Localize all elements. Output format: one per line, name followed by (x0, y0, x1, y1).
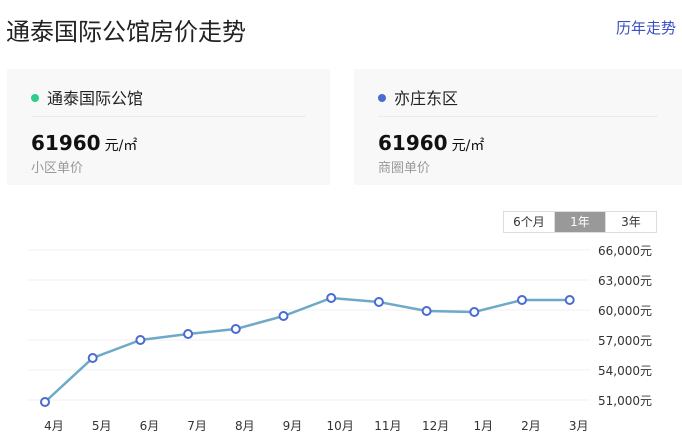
x-tick-label: 10月 (327, 419, 354, 433)
district-price: 61960 元/㎡ (378, 131, 484, 155)
data-point (373, 297, 384, 307)
x-tick-label: 2月 (521, 419, 541, 433)
x-tick-label: 7月 (187, 419, 207, 433)
x-tick-label: 11月 (374, 419, 401, 433)
community-price: 61960 元/㎡ (31, 131, 137, 155)
x-tick-label: 9月 (283, 419, 303, 433)
data-point (40, 397, 50, 407)
data-point (278, 311, 289, 321)
y-tick-label: 66,000元 (598, 244, 652, 258)
data-point (326, 293, 337, 303)
x-tick-label: 12月 (422, 419, 449, 433)
range-6-months[interactable]: 6个月 (513, 215, 545, 229)
district-price-card: 亦庄东区 61960 元/㎡ 商圈单价 (354, 69, 682, 185)
x-tick-label: 1月 (473, 419, 493, 433)
district-name-text: 亦庄东区 (394, 89, 459, 108)
range-3-years[interactable]: 3年 (605, 212, 656, 232)
divider (378, 116, 658, 117)
y-tick-label: 63,000元 (598, 274, 652, 288)
x-tick-label: 5月 (92, 419, 112, 433)
range-1-year[interactable]: 1年 (554, 212, 605, 232)
y-tick-label: 60,000元 (598, 304, 652, 318)
data-point (183, 329, 194, 339)
data-point (87, 353, 98, 363)
x-tick-label: 6月 (140, 419, 160, 433)
time-range-selector: 6个月 1年 3年 (503, 211, 657, 233)
legend-dot-icon (378, 93, 386, 102)
divider (31, 116, 306, 117)
data-point (230, 324, 241, 334)
legend-dot-icon (31, 93, 39, 102)
district-price-label: 商圈单价 (378, 161, 431, 176)
price-unit: 元/㎡ (104, 138, 138, 154)
community-name: 通泰国际公馆 (31, 85, 143, 109)
price-value: 61960 (378, 131, 448, 155)
y-tick-label: 54,000元 (598, 364, 652, 378)
community-price-label: 小区单价 (31, 161, 84, 176)
data-point (469, 307, 480, 317)
x-tick-label: 4月 (44, 419, 64, 433)
x-tick-label: 3月 (569, 419, 589, 433)
community-name-text: 通泰国际公馆 (47, 89, 144, 108)
x-tick-label: 8月 (235, 419, 255, 433)
community-price-card: 通泰国际公馆 61960 元/㎡ 小区单价 (7, 69, 330, 185)
price-value: 61960 (31, 131, 101, 155)
history-trend-link[interactable]: 历年走势 (615, 19, 676, 37)
district-name: 亦庄东区 (378, 85, 458, 109)
data-point (421, 306, 432, 316)
y-tick-label: 57,000元 (598, 334, 652, 348)
series-line (44, 296, 570, 403)
y-tick-label: 51,000元 (598, 394, 652, 408)
data-point (135, 335, 146, 345)
data-point (517, 295, 527, 305)
page-title: 通泰国际公馆房价走势 (6, 18, 246, 46)
data-point (564, 295, 575, 305)
price-unit: 元/㎡ (451, 138, 485, 154)
